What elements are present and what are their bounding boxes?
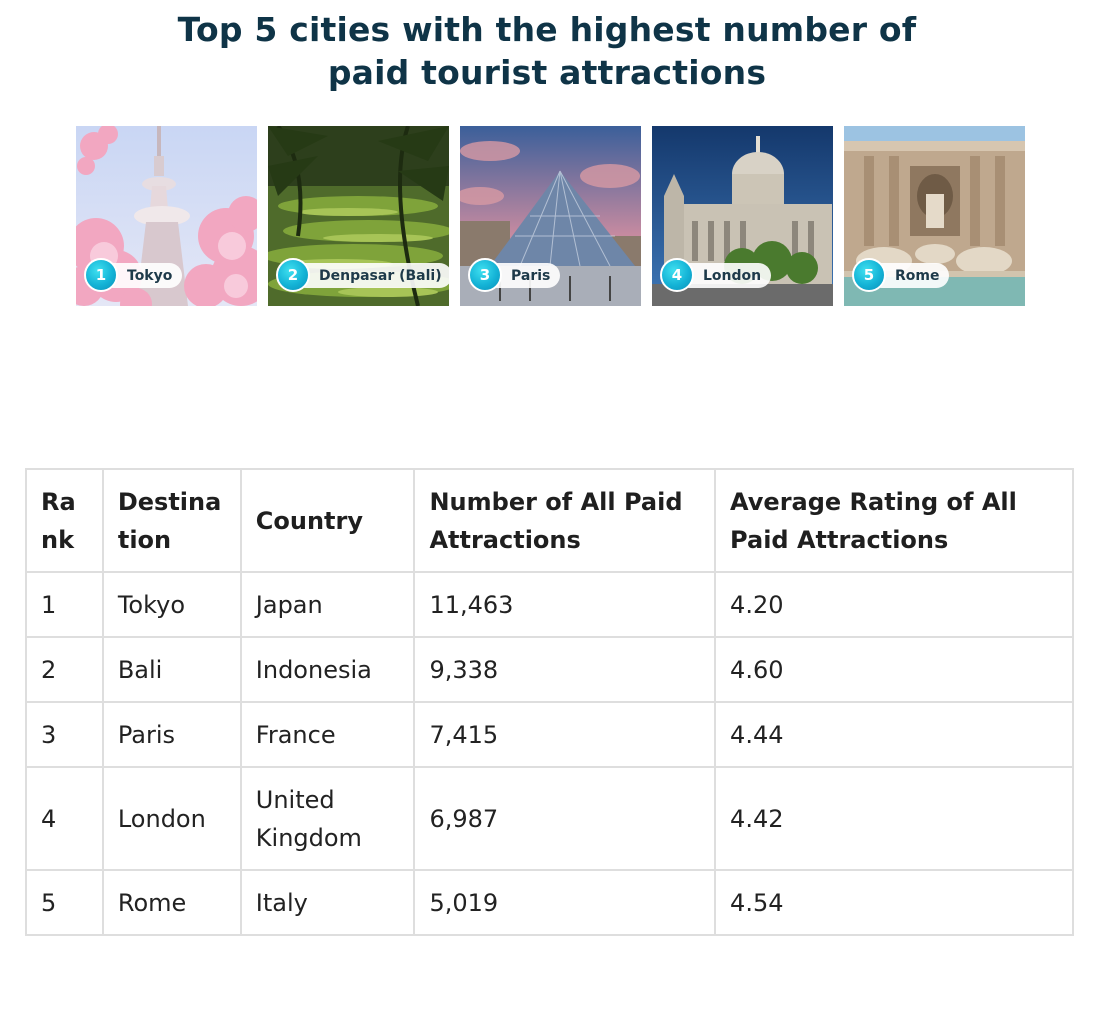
cell-rank: 4 xyxy=(25,766,104,871)
cell-attractions: 11,463 xyxy=(413,571,717,638)
header-destination: Destina tion xyxy=(101,468,242,573)
cell-attractions: 5,019 xyxy=(413,869,717,936)
header-rank: Ra nk xyxy=(25,468,104,573)
cell-rating: 4.20 xyxy=(714,571,1074,638)
header-attractions: Number of All Paid Attractions xyxy=(413,468,717,573)
cell-attractions: 9,338 xyxy=(413,636,717,703)
city-card-paris: 3 Paris xyxy=(460,126,641,306)
title-line-2: paid tourist attractions xyxy=(327,53,767,92)
page-title: Top 5 cities with the highest number of … xyxy=(0,8,1094,94)
table-header-row: Ra nk Destina tion Country Number of All… xyxy=(25,468,1074,573)
city-badge: 2 Denpasar (Bali) xyxy=(276,258,449,292)
table-row: 5 Rome Italy 5,019 4.54 xyxy=(25,869,1074,936)
cell-destination: Paris xyxy=(101,701,242,768)
table-row: 2 Bali Indonesia 9,338 4.60 xyxy=(25,636,1074,703)
cell-rating: 4.60 xyxy=(714,636,1074,703)
city-badge: 4 London xyxy=(660,258,772,292)
cell-rank: 3 xyxy=(25,701,104,768)
cell-destination: Tokyo xyxy=(101,571,242,638)
table-row: 4 London United Kingdom 6,987 4.42 xyxy=(25,766,1074,871)
city-badge: 1 Tokyo xyxy=(84,258,183,292)
rank-badge-icon: 4 xyxy=(660,258,694,292)
cell-rank: 5 xyxy=(25,869,104,936)
rank-badge-icon: 3 xyxy=(468,258,502,292)
cell-country: United Kingdom xyxy=(239,766,416,871)
table-row: 1 Tokyo Japan 11,463 4.20 xyxy=(25,571,1074,638)
cell-destination: London xyxy=(101,766,242,871)
city-badge: 5 Rome xyxy=(852,258,950,292)
title-line-1: Top 5 cities with the highest number of xyxy=(177,10,917,49)
cell-attractions: 6,987 xyxy=(413,766,717,871)
table-row: 3 Paris France 7,415 4.44 xyxy=(25,701,1074,768)
cell-destination: Bali xyxy=(101,636,242,703)
city-card-tokyo: 1 Tokyo xyxy=(76,126,257,306)
cell-country: Indonesia xyxy=(239,636,416,703)
header-country: Country xyxy=(239,468,416,573)
header-rating: Average Rating of All Paid Attractions xyxy=(714,468,1074,573)
cell-rank: 1 xyxy=(25,571,104,638)
cell-destination: Rome xyxy=(101,869,242,936)
cell-rating: 4.54 xyxy=(714,869,1074,936)
city-label: Denpasar (Bali) xyxy=(293,263,449,288)
cell-country: Japan xyxy=(239,571,416,638)
city-badge: 3 Paris xyxy=(468,258,561,292)
cell-attractions: 7,415 xyxy=(413,701,717,768)
rank-badge-icon: 2 xyxy=(276,258,310,292)
city-card-london: 4 London xyxy=(652,126,833,306)
rank-badge-icon: 5 xyxy=(852,258,886,292)
city-card-rome: 5 Rome xyxy=(844,126,1025,306)
cell-rating: 4.42 xyxy=(714,766,1074,871)
cell-rating: 4.44 xyxy=(714,701,1074,768)
london-st-pauls-image xyxy=(652,126,833,306)
rank-badge-icon: 1 xyxy=(84,258,118,292)
cell-rank: 2 xyxy=(25,636,104,703)
cell-country: France xyxy=(239,701,416,768)
cell-country: Italy xyxy=(239,869,416,936)
city-card-bali: 2 Denpasar (Bali) xyxy=(268,126,449,306)
attractions-table: Ra nk Destina tion Country Number of All… xyxy=(25,468,1074,936)
